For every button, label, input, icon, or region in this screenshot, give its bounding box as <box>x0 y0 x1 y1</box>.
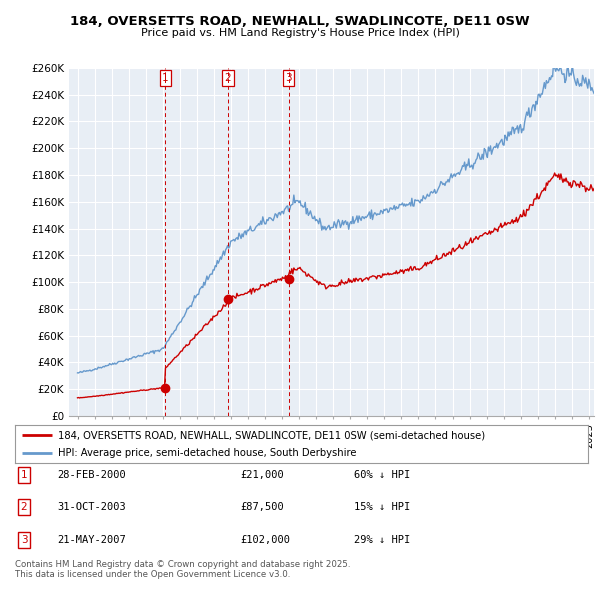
Text: £21,000: £21,000 <box>240 470 284 480</box>
Text: Contains HM Land Registry data © Crown copyright and database right 2025.
This d: Contains HM Land Registry data © Crown c… <box>15 560 350 579</box>
Text: £87,500: £87,500 <box>240 503 284 512</box>
Text: 29% ↓ HPI: 29% ↓ HPI <box>354 535 410 545</box>
Text: 60% ↓ HPI: 60% ↓ HPI <box>354 470 410 480</box>
Text: 3: 3 <box>20 535 28 545</box>
Text: 2: 2 <box>225 73 232 83</box>
Text: 184, OVERSETTS ROAD, NEWHALL, SWADLINCOTE, DE11 0SW: 184, OVERSETTS ROAD, NEWHALL, SWADLINCOT… <box>70 15 530 28</box>
Text: 28-FEB-2000: 28-FEB-2000 <box>57 470 126 480</box>
Text: 1: 1 <box>20 470 28 480</box>
Text: 21-MAY-2007: 21-MAY-2007 <box>57 535 126 545</box>
Text: 15% ↓ HPI: 15% ↓ HPI <box>354 503 410 512</box>
Text: Price paid vs. HM Land Registry's House Price Index (HPI): Price paid vs. HM Land Registry's House … <box>140 28 460 38</box>
Text: 3: 3 <box>285 73 292 83</box>
Text: 31-OCT-2003: 31-OCT-2003 <box>57 503 126 512</box>
Text: 1: 1 <box>162 73 169 83</box>
Text: 184, OVERSETTS ROAD, NEWHALL, SWADLINCOTE, DE11 0SW (semi-detached house): 184, OVERSETTS ROAD, NEWHALL, SWADLINCOT… <box>58 430 485 440</box>
Text: 2: 2 <box>20 503 28 512</box>
Text: HPI: Average price, semi-detached house, South Derbyshire: HPI: Average price, semi-detached house,… <box>58 448 356 458</box>
Text: £102,000: £102,000 <box>240 535 290 545</box>
